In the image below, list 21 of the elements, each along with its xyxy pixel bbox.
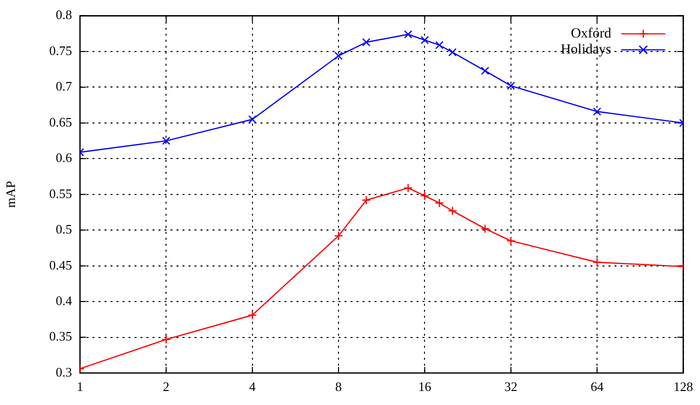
x-tick-label: 8: [335, 379, 342, 394]
x-tick-label: 128: [674, 379, 693, 394]
x-tick-label: 1: [76, 379, 84, 394]
y-tick-label: 0.45: [49, 257, 72, 272]
y-tick-label: 0.75: [49, 42, 72, 58]
x-tick-label: 16: [418, 379, 432, 394]
x-tick-label: 64: [590, 379, 604, 394]
x-tick-label: 4: [249, 379, 256, 394]
y-tick-label: 0.55: [49, 186, 72, 201]
y-tick-label: 0.4: [56, 292, 72, 308]
y-tick-label: 0.35: [49, 328, 72, 344]
x-tick-label: 2: [162, 379, 170, 394]
y-tick-label: 0.8: [56, 7, 72, 22]
y-tick-label: 0.3: [56, 364, 72, 380]
y-tick-label: 0.6: [56, 150, 72, 166]
y-axis-title: mAP: [3, 181, 18, 208]
y-tick-label: 0.7: [56, 78, 72, 94]
y-tick-label: 0.65: [49, 114, 72, 130]
y-tick-label: 0.5: [56, 222, 72, 237]
x-tick-label: 32: [504, 379, 518, 394]
legend-label: Oxford: [570, 26, 612, 42]
